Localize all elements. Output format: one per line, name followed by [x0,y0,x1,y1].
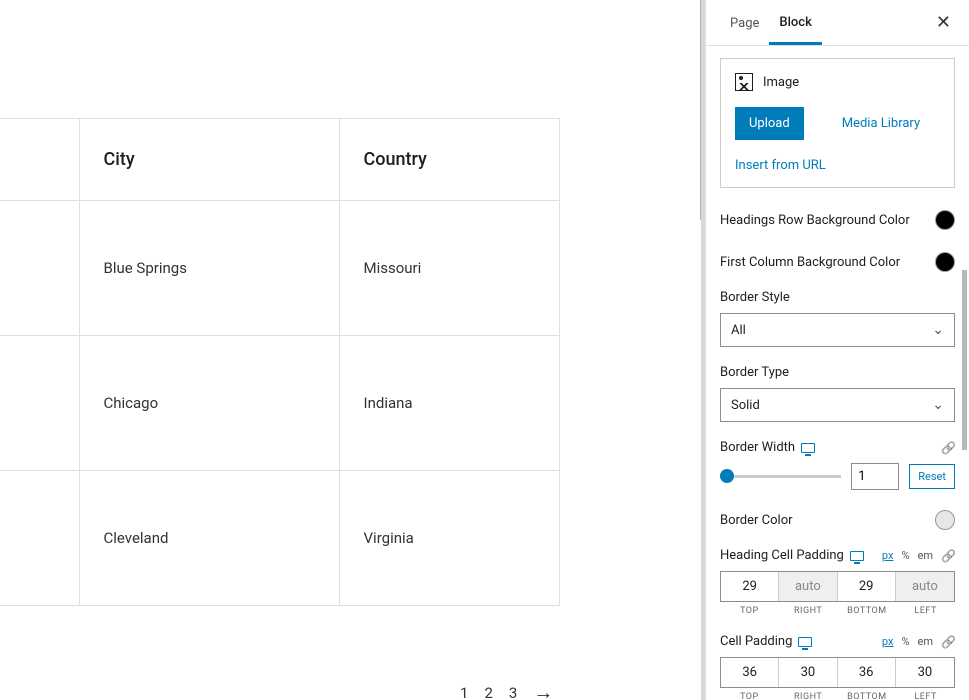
padding-left-input[interactable]: auto [896,572,954,601]
responsive-icon[interactable] [801,443,815,453]
unit-percent[interactable]: % [901,549,909,562]
reset-button[interactable]: Reset [909,464,955,489]
label-top: TOP [720,606,779,616]
label-bottom: BOTTOM [838,692,897,700]
table-cell[interactable]: Chicago [79,336,339,471]
color-label: First Column Background Color [720,255,900,270]
border-style-field: Border Style All [720,290,955,347]
border-style-select[interactable]: All [720,313,955,347]
field-label: Heading Cell Padding [720,548,844,563]
border-width-field: Border Width Reset [720,440,955,490]
page-3[interactable]: 3 [509,684,517,700]
table-cell[interactable] [0,336,79,471]
padding-top-input[interactable]: 29 [721,572,779,601]
page-1[interactable]: 1 [460,684,468,700]
table-row: Chicago Indiana [0,336,560,471]
tab-block[interactable]: Block [769,1,821,45]
padding-bottom-input[interactable]: 36 [838,658,896,687]
padding-labels: TOP RIGHT BOTTOM LEFT [720,692,955,700]
upload-button[interactable]: Upload [735,107,804,140]
image-icon [735,73,753,91]
link-icon[interactable] [941,549,955,563]
table-cell[interactable]: Virginia [339,471,560,606]
label-right: RIGHT [779,606,838,616]
link-icon[interactable] [941,635,955,649]
padding-right-input[interactable]: 30 [779,658,837,687]
slider-thumb[interactable] [720,469,734,483]
label-right: RIGHT [779,692,838,700]
headings-row-bg-color: Headings Row Background Color [720,210,955,230]
table-cell[interactable] [0,201,79,336]
table-header-row: City Country [0,119,560,201]
table-row: Blue Springs Missouri [0,201,560,336]
sidebar-scrollbar[interactable] [962,270,967,450]
field-label: Border Width [720,440,795,455]
field-label: Border Type [720,365,955,380]
border-color-field: Border Color [720,510,955,530]
heading-cell-padding-field: Heading Cell Padding px % em 29 auto 29 … [720,548,955,616]
cell-padding-field: Cell Padding px % em 36 30 36 30 TOP RIG… [720,634,955,700]
unlink-icon[interactable] [941,441,955,455]
color-swatch[interactable] [935,510,955,530]
padding-grid: 36 30 36 30 [720,657,955,688]
table-cell[interactable]: Blue Springs [79,201,339,336]
table-header-cell[interactable]: Country [339,119,560,201]
table-cell[interactable] [0,471,79,606]
next-page-icon[interactable]: → [533,680,553,700]
padding-bottom-input[interactable]: 29 [838,572,896,601]
border-type-field: Border Type Solid [720,365,955,422]
media-library-link[interactable]: Media Library [842,116,920,131]
table-header-cell[interactable] [0,119,79,201]
label-top: TOP [720,692,779,700]
responsive-icon[interactable] [850,551,864,561]
table-cell[interactable]: Missouri [339,201,560,336]
label-left: LEFT [896,606,955,616]
border-type-select[interactable]: Solid [720,388,955,422]
data-table[interactable]: City Country Blue Springs Missouri Chica… [0,118,560,606]
padding-top-input[interactable]: 36 [721,658,779,687]
padding-labels: TOP RIGHT BOTTOM LEFT [720,606,955,616]
image-panel: Image Upload Media Library Insert from U… [720,58,955,188]
editor-canvas: City Country Blue Springs Missouri Chica… [0,0,705,700]
field-label: Border Style [720,290,955,305]
first-column-bg-color: First Column Background Color [720,252,955,272]
border-width-input[interactable] [851,463,899,490]
unit-em[interactable]: em [918,549,933,562]
color-swatch[interactable] [935,210,955,230]
padding-left-input[interactable]: 30 [896,658,954,687]
padding-grid: 29 auto 29 auto [720,571,955,602]
table-row: Cleveland Virginia [0,471,560,606]
table-cell[interactable]: Indiana [339,336,560,471]
padding-right-input[interactable]: auto [779,572,837,601]
label-bottom: BOTTOM [838,606,897,616]
unit-percent[interactable]: % [901,635,909,648]
label-left: LEFT [896,692,955,700]
unit-px[interactable]: px [882,635,894,648]
image-label: Image [763,75,799,90]
field-label: Border Color [720,513,793,528]
sidebar-tabs: Page Block ✕ [706,0,969,46]
table-cell[interactable]: Cleveland [79,471,339,606]
color-label: Headings Row Background Color [720,213,910,228]
unit-em[interactable]: em [918,635,933,648]
responsive-icon[interactable] [798,637,812,647]
close-sidebar-button[interactable]: ✕ [932,8,955,37]
sidebar-content: Image Upload Media Library Insert from U… [706,46,969,700]
field-label: Cell Padding [720,634,792,649]
settings-sidebar: Page Block ✕ Image Upload Media Library … [705,0,969,700]
pagination: 1 2 3 → [460,680,553,700]
tab-page[interactable]: Page [720,2,769,43]
color-swatch[interactable] [935,252,955,272]
border-width-slider[interactable] [720,475,841,478]
unit-px[interactable]: px [882,549,894,562]
insert-from-url-link[interactable]: Insert from URL [735,158,940,173]
table-header-cell[interactable]: City [79,119,339,201]
page-2[interactable]: 2 [484,684,492,700]
